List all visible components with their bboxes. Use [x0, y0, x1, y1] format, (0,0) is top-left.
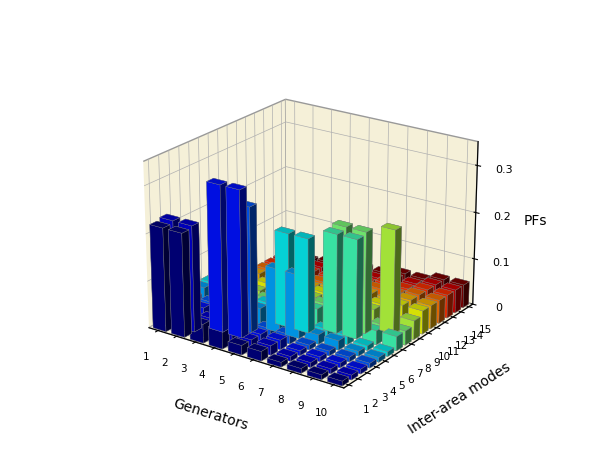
Y-axis label: Inter-area modes: Inter-area modes [406, 360, 513, 436]
X-axis label: Generators: Generators [171, 396, 249, 432]
